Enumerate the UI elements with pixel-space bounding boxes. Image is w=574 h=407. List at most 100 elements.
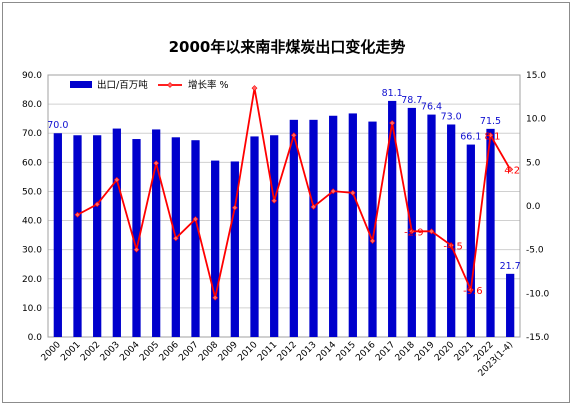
growth-rate-point (271, 197, 278, 204)
x-tick-label: 2001 (59, 340, 82, 363)
y-right-tick-label: 10.0 (526, 115, 546, 125)
legend-bar-label: 出口/百万吨 (97, 79, 148, 91)
y-left-tick-label: 30.0 (22, 246, 42, 256)
bar (250, 136, 259, 337)
bar (329, 115, 338, 337)
bar-value-label: 21.7 (500, 261, 521, 272)
x-tick-label: 2000 (40, 340, 63, 363)
growth-rate-point (389, 120, 396, 126)
bar (289, 119, 298, 337)
legend-line-label: 增长率 % (188, 79, 229, 91)
growth-rate-point (487, 132, 494, 139)
x-tick-label: 2005 (138, 340, 161, 363)
bar (230, 161, 239, 337)
legend-bar-swatch (70, 81, 92, 88)
bar-value-label: 70.0 (47, 120, 68, 131)
bar (270, 135, 279, 337)
growth-rate-point (428, 228, 435, 235)
growth-rate-point (251, 85, 258, 92)
growth-rate-point (153, 160, 160, 167)
chart-title: 2000年以来南非煤炭出口变化走势 (168, 38, 406, 56)
y-left-tick-label: 70.0 (22, 129, 42, 139)
bar-value-label: 66.1 (460, 132, 481, 143)
rate-value-label: 8.1 (485, 131, 501, 142)
rate-value-label: -9.6 (463, 286, 483, 297)
x-tick-label: 2006 (158, 340, 181, 363)
rate-value-label: 4.2 (504, 165, 520, 176)
bar-value-label: 78.7 (401, 95, 422, 106)
growth-rate-point (290, 132, 297, 139)
y-left-tick-label: 50.0 (22, 187, 42, 197)
growth-rate-point (310, 203, 317, 210)
y-left-tick-label: 40.0 (22, 217, 42, 227)
x-tick-label: 2004 (118, 340, 141, 363)
x-tick-label: 2007 (177, 340, 200, 363)
x-tick-label: 2018 (394, 340, 417, 363)
y-right-tick-label: -15.0 (526, 333, 550, 343)
growth-rate-point (467, 286, 474, 293)
x-tick-label: 2008 (197, 340, 220, 363)
bar (112, 128, 121, 337)
bar (388, 100, 397, 337)
y-right-tick-label: -5.0 (526, 246, 544, 256)
bar (152, 129, 161, 337)
bar (407, 107, 416, 337)
x-tick-label: 2011 (256, 340, 279, 363)
x-tick-label: 2021 (453, 340, 476, 363)
x-tick-label: 2009 (217, 340, 240, 363)
growth-rate-point (133, 246, 140, 253)
growth-rate-point (369, 238, 376, 244)
growth-rate-point (113, 176, 120, 183)
y-left-tick-label: 80.0 (22, 100, 42, 110)
growth-rate-point (94, 201, 101, 208)
bar-value-label: 71.5 (480, 116, 501, 127)
y-left-tick-label: 0.0 (28, 333, 43, 343)
y-right-tick-label: -10.0 (526, 289, 550, 299)
bar (466, 144, 475, 337)
y-left-tick-label: 60.0 (22, 158, 42, 168)
x-tick-label: 2015 (335, 340, 358, 363)
rate-value-label: -2.9 (404, 227, 424, 238)
growth-rate-point (330, 188, 337, 195)
bar-value-label: 81.1 (382, 88, 403, 99)
bar (73, 135, 82, 337)
y-right-tick-label: 0.0 (526, 202, 541, 212)
bar (368, 121, 377, 337)
bar (427, 114, 436, 337)
y-right-tick-label: 15.0 (526, 71, 546, 81)
rate-value-label: -4.5 (443, 241, 463, 252)
growth-rate-point (349, 189, 356, 196)
y-left-tick-label: 10.0 (22, 304, 42, 314)
bar (211, 160, 220, 337)
growth-rate-point (408, 228, 415, 235)
x-tick-label: 2014 (315, 340, 338, 363)
bar-value-label: 76.4 (421, 102, 442, 113)
growth-rate-point (74, 211, 81, 218)
bar (132, 139, 141, 337)
bar (486, 128, 495, 337)
bar (309, 119, 318, 337)
bar (506, 273, 515, 337)
growth-rate-point (192, 216, 199, 223)
plot-border (47, 74, 521, 338)
x-tick-label: 2013 (295, 340, 318, 363)
x-tick-label: 2003 (99, 340, 122, 363)
x-tick-label: 2017 (374, 340, 397, 363)
bar (191, 140, 200, 337)
growth-rate-point (507, 166, 514, 173)
x-tick-label: 2016 (354, 340, 377, 363)
bar (53, 133, 62, 337)
bar-value-label: 73.0 (441, 111, 462, 122)
bar (93, 135, 102, 337)
y-right-tick-label: 5.0 (526, 158, 541, 168)
growth-rate-point (231, 204, 238, 211)
x-tick-label: 2002 (79, 340, 102, 363)
x-tick-label: 2020 (433, 340, 456, 363)
y-left-tick-label: 20.0 (22, 275, 42, 285)
growth-rate-point (448, 242, 455, 249)
bar (447, 124, 456, 337)
x-tick-label: 2012 (276, 340, 299, 363)
x-tick-label: 2019 (413, 340, 436, 363)
x-tick-label: 2010 (236, 340, 259, 363)
